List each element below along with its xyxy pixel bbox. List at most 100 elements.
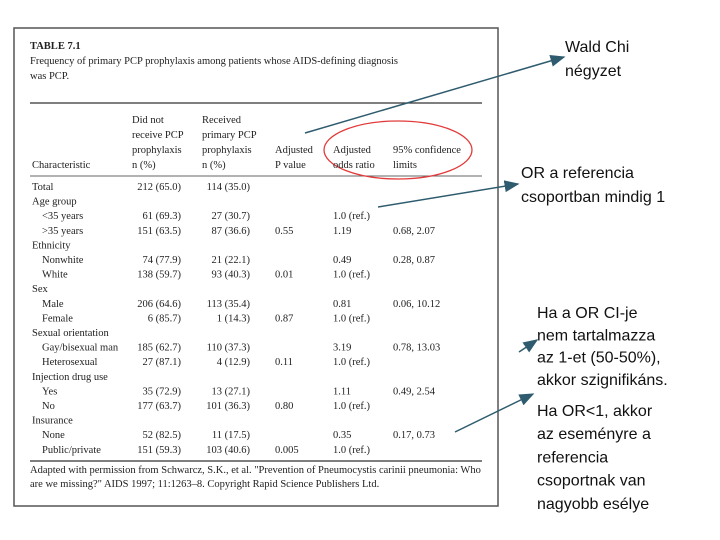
table-label: TABLE 7.1 bbox=[30, 41, 81, 52]
row-label: None bbox=[42, 430, 65, 441]
cell: 27 (30.7) bbox=[212, 211, 251, 222]
table-caption: Frequency of primary PCP prophylaxis amo… bbox=[30, 56, 398, 67]
arrow bbox=[454, 393, 535, 433]
cell: 110 (37.3) bbox=[207, 343, 251, 354]
row-label: Gay/bisexual man bbox=[42, 343, 119, 354]
row-label: Total bbox=[32, 182, 54, 193]
cell: 0.87 bbox=[275, 313, 293, 324]
cell: 0.81 bbox=[333, 299, 351, 310]
cell: 87 (36.6) bbox=[212, 226, 251, 237]
cell: 35 (72.9) bbox=[143, 386, 182, 397]
cell: 0.49 bbox=[333, 255, 351, 266]
cell: 0.49, 2.54 bbox=[393, 386, 436, 397]
cell: 27 (87.1) bbox=[143, 357, 182, 368]
cell: 113 (35.4) bbox=[207, 299, 251, 310]
group-label: Sex bbox=[32, 284, 49, 295]
row-label: Male bbox=[42, 299, 64, 310]
cell: 0.28, 0.87 bbox=[393, 255, 435, 266]
row-label: Yes bbox=[42, 386, 57, 397]
cell: 1.0 (ref.) bbox=[333, 445, 371, 456]
group-label: Age group bbox=[32, 197, 77, 208]
cell: 1.0 (ref.) bbox=[333, 313, 371, 324]
cell: 185 (62.7) bbox=[137, 343, 181, 354]
cell: 74 (77.9) bbox=[143, 255, 182, 266]
annotation-text: az 1-et (50-50%), bbox=[537, 350, 661, 367]
highlight-ellipse bbox=[323, 120, 473, 180]
annotation-text: referencia bbox=[537, 449, 608, 466]
row-label: Heterosexual bbox=[42, 357, 97, 368]
table-scan: TABLE 7.1 Frequency of primary PCP prophy… bbox=[13, 27, 499, 507]
cell: 0.17, 0.73 bbox=[393, 430, 435, 441]
cell: 21 (22.1) bbox=[212, 255, 251, 266]
cell: 1.0 (ref.) bbox=[333, 401, 371, 412]
cell: 0.35 bbox=[333, 430, 351, 441]
column-header: odds ratio bbox=[333, 160, 375, 171]
cell: 0.06, 10.12 bbox=[393, 299, 440, 310]
column-header: Adjusted bbox=[333, 145, 372, 156]
footnote: are we missing?" AIDS 1997; 11:1263–8. C… bbox=[30, 479, 379, 490]
annotation-text: Ha a OR CI-je bbox=[537, 305, 638, 322]
column-header: P value bbox=[275, 160, 306, 171]
column-header: Adjusted bbox=[275, 145, 314, 156]
cell: 1.0 (ref.) bbox=[333, 270, 371, 281]
group-label: Ethnicity bbox=[32, 240, 71, 251]
arrow bbox=[304, 55, 566, 134]
cell: 151 (59.3) bbox=[137, 445, 181, 456]
arrow bbox=[377, 180, 520, 208]
cell: 52 (82.5) bbox=[143, 430, 182, 441]
cell: 101 (36.3) bbox=[206, 401, 250, 412]
annotation-text: Wald Chi bbox=[565, 39, 629, 56]
annotation-text: az eseményre a bbox=[537, 426, 651, 443]
cell: 0.11 bbox=[275, 357, 293, 368]
cell: 4 (12.9) bbox=[217, 357, 251, 368]
cell: 61 (69.3) bbox=[143, 211, 182, 222]
row-label: Public/private bbox=[42, 445, 101, 456]
cell: 206 (64.6) bbox=[137, 299, 181, 310]
cell: 103 (40.6) bbox=[206, 445, 250, 456]
group-label: Injection drug use bbox=[32, 372, 108, 383]
row-label: <35 years bbox=[42, 211, 83, 222]
column-header: n (%) bbox=[202, 160, 226, 171]
column-header: primary PCP bbox=[202, 130, 257, 141]
annotation-text: OR a referencia bbox=[521, 165, 634, 182]
cell: 1.11 bbox=[333, 386, 351, 397]
column-header: receive PCP bbox=[132, 130, 184, 141]
annotations: Wald Chi négyzet OR a referencia csoportban… bbox=[304, 39, 668, 513]
cell: 1 (14.3) bbox=[217, 313, 251, 324]
annotation-text: csoportban mindig 1 bbox=[521, 189, 665, 206]
cell: 13 (27.1) bbox=[212, 386, 251, 397]
cell: 212 (65.0) bbox=[137, 182, 181, 193]
row-label: >35 years bbox=[42, 226, 83, 237]
group-label: Sexual orientation bbox=[32, 328, 109, 339]
row-label: White bbox=[42, 270, 68, 281]
cell: 1.0 (ref.) bbox=[333, 211, 371, 222]
cell: 1.0 (ref.) bbox=[333, 357, 371, 368]
column-header: Characteristic bbox=[32, 160, 91, 171]
cell: 0.80 bbox=[275, 401, 293, 412]
column-header: limits bbox=[393, 160, 417, 171]
annotation-text: nagyobb esélye bbox=[537, 496, 649, 513]
cell: 0.01 bbox=[275, 270, 293, 281]
cell: 11 (17.5) bbox=[212, 430, 251, 441]
annotation-text: akkor szignifikáns. bbox=[537, 372, 668, 389]
row-label: Nonwhite bbox=[42, 255, 84, 266]
cell: 114 (35.0) bbox=[207, 182, 251, 193]
group-label: Insurance bbox=[32, 416, 73, 427]
annotation-text: nem tartalmazza bbox=[537, 327, 655, 344]
cell: 93 (40.3) bbox=[212, 270, 251, 281]
annotation-text: csoportnak van bbox=[537, 473, 646, 490]
cell: 0.55 bbox=[275, 226, 293, 237]
row-label: Female bbox=[42, 313, 73, 324]
column-header: Did not bbox=[132, 115, 164, 126]
table-border bbox=[13, 27, 499, 507]
table-caption: was PCP. bbox=[30, 71, 69, 82]
cell: 3.19 bbox=[333, 343, 351, 354]
annotation-text: Ha OR<1, akkor bbox=[537, 403, 653, 420]
cell: 6 (85.7) bbox=[148, 313, 182, 324]
column-header: prophylaxis bbox=[132, 145, 182, 156]
column-header: prophylaxis bbox=[202, 145, 252, 156]
footnote: Adapted with permission from Schwarcz, S… bbox=[30, 465, 481, 476]
cell: 0.78, 13.03 bbox=[393, 343, 440, 354]
